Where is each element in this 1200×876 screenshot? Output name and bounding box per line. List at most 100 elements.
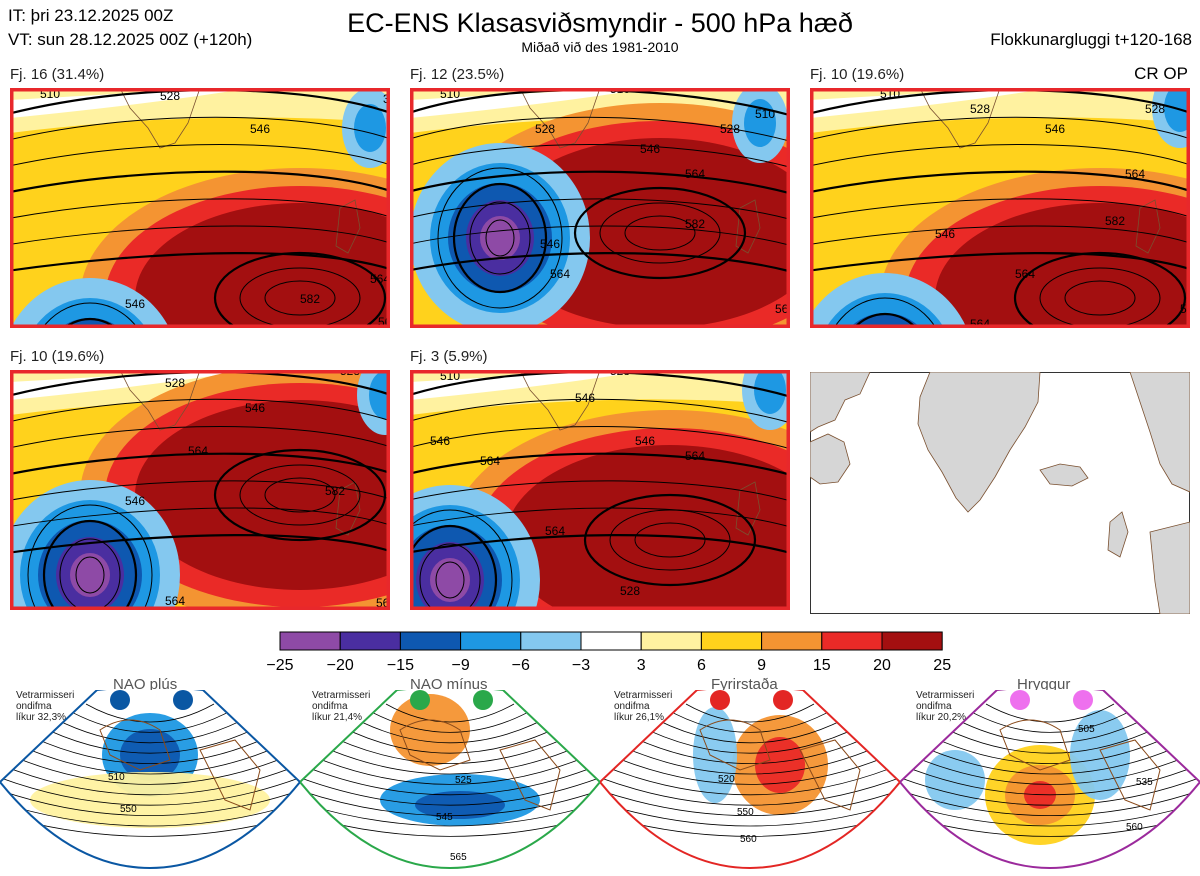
contour-label: 582 bbox=[1105, 214, 1125, 228]
cluster-map-1: 5105285465645825465645632 bbox=[10, 88, 390, 328]
low-contour-2 bbox=[469, 201, 531, 275]
panel-border bbox=[810, 88, 1190, 328]
height-contour bbox=[410, 534, 790, 555]
regime-contour bbox=[0, 753, 300, 837]
regime-contour bbox=[900, 744, 1200, 816]
regime-contour bbox=[0, 744, 300, 816]
regime-contour bbox=[300, 749, 600, 827]
regime-blocking: 520 550 560 bbox=[598, 686, 902, 876]
trough-anomaly-4 bbox=[70, 553, 110, 597]
contour-label: 528 bbox=[340, 370, 360, 378]
panel-5-title: Fj. 3 (5.9%) bbox=[410, 348, 488, 365]
height-contour bbox=[10, 225, 390, 245]
ridge-anomaly-2 bbox=[505, 445, 790, 610]
regime-contour-label: 560 bbox=[1126, 822, 1143, 833]
colorbar-swatch bbox=[761, 631, 823, 651]
panel-border bbox=[410, 88, 790, 328]
colorbar-tick-label: 20 bbox=[873, 657, 891, 674]
colorbar-swatch bbox=[339, 631, 401, 651]
coastline-britain bbox=[735, 199, 761, 254]
page-subtitle: Miðað við des 1981-2010 bbox=[521, 39, 679, 55]
height-contour bbox=[810, 116, 1190, 141]
ridge-contour-1 bbox=[239, 464, 361, 526]
regime-coastline bbox=[999, 719, 1071, 771]
colorbar-swatch bbox=[881, 631, 943, 651]
regime-contour-label: 560 bbox=[740, 834, 757, 845]
low-contour-1 bbox=[410, 524, 498, 610]
regime-code: CR OP bbox=[1134, 64, 1188, 83]
contour-label: 528 bbox=[610, 370, 630, 378]
contour-label: 582 bbox=[325, 484, 345, 498]
britain-land bbox=[1107, 511, 1129, 558]
colorbar-tick-label: −15 bbox=[387, 657, 414, 674]
ridge-contour-2 bbox=[1064, 280, 1136, 316]
scandinavia-land bbox=[1129, 372, 1190, 493]
regime-contour bbox=[600, 753, 900, 837]
contour-label: 564 bbox=[970, 317, 990, 328]
panel-3-title: Fj. 10 (19.6%) bbox=[810, 66, 905, 83]
coastline-greenland bbox=[519, 370, 601, 431]
issue-time: IT: þri 23.12.2025 00Z bbox=[8, 6, 174, 25]
ridge-contour-0 bbox=[213, 251, 387, 328]
regime-dot-left bbox=[110, 690, 130, 710]
colorbar-tick-label: −6 bbox=[512, 657, 530, 674]
height-contour bbox=[410, 426, 790, 450]
contour-label: 528 bbox=[970, 102, 990, 116]
baffin-land bbox=[810, 433, 851, 485]
height-contour bbox=[810, 225, 1190, 245]
iceland-land bbox=[1039, 463, 1089, 487]
height-contour bbox=[410, 225, 790, 246]
colorbar-tick-label: −20 bbox=[327, 657, 354, 674]
regime-contour bbox=[385, 703, 515, 723]
regime-anomaly-2 bbox=[693, 707, 737, 803]
regime-contour-label: 510 bbox=[108, 772, 125, 783]
ridge-contour-0 bbox=[573, 186, 747, 280]
regime-contour bbox=[623, 717, 877, 754]
regime-1-stats: Vetrarmisseri ondifma líkur 32,3% bbox=[16, 690, 75, 723]
contour-label: 528 bbox=[620, 584, 640, 598]
colorbar-tick-label: −25 bbox=[266, 657, 293, 674]
cold-patch-inner bbox=[1164, 88, 1190, 132]
colorbar-swatch bbox=[821, 631, 883, 651]
regime-dot-right bbox=[1073, 690, 1093, 710]
regime-contour bbox=[0, 740, 300, 806]
contour-label: 546 bbox=[125, 297, 145, 311]
contour-label: 564 bbox=[188, 444, 208, 458]
contour-label: 546 bbox=[540, 237, 560, 251]
height-contour bbox=[10, 534, 390, 554]
height-contour bbox=[10, 144, 390, 167]
colorbar-swatch bbox=[279, 631, 341, 651]
regime-dot-left bbox=[1010, 690, 1030, 710]
regime-contour bbox=[600, 749, 900, 827]
low-contour-0 bbox=[437, 167, 563, 309]
coastline-britain bbox=[335, 199, 361, 254]
regime-nao-plus: 510 550 bbox=[0, 686, 302, 876]
ridge-contour-0 bbox=[213, 448, 387, 542]
regime-dot-right bbox=[773, 690, 793, 710]
contour-label: 564 bbox=[545, 524, 565, 538]
height-contour bbox=[410, 480, 790, 502]
contour-label: 546 bbox=[245, 401, 265, 415]
low-contour-1 bbox=[62, 317, 118, 328]
regime-contour bbox=[965, 708, 1135, 733]
regime-dot-right bbox=[473, 690, 493, 710]
height-contour bbox=[810, 198, 1190, 219]
colorbar-tick-label: 6 bbox=[697, 657, 706, 674]
contour-label: 528 bbox=[165, 376, 185, 390]
regime-2-stats: Vetrarmisseri ondifma líkur 21,4% bbox=[312, 690, 371, 723]
valid-time: VT: sun 28.12.2025 00Z (+120h) bbox=[8, 30, 253, 49]
europe-land bbox=[1149, 521, 1190, 614]
regime-contour bbox=[923, 717, 1177, 754]
ridge-anomaly-2 bbox=[935, 203, 1190, 328]
low-contour-3 bbox=[485, 219, 515, 257]
colorbar-tick-label: −9 bbox=[451, 657, 469, 674]
trough-anomaly-2 bbox=[849, 313, 921, 328]
colorbar-tick-label: 3 bbox=[637, 657, 646, 674]
contour-label: 564 bbox=[480, 454, 500, 468]
ridge-anomaly-2 bbox=[135, 203, 390, 328]
colorbar-tick-label: −3 bbox=[572, 657, 590, 674]
regime-contour bbox=[300, 753, 600, 837]
regime-contour bbox=[323, 717, 577, 754]
regime-contour bbox=[23, 717, 277, 754]
regime-contour bbox=[365, 708, 535, 733]
